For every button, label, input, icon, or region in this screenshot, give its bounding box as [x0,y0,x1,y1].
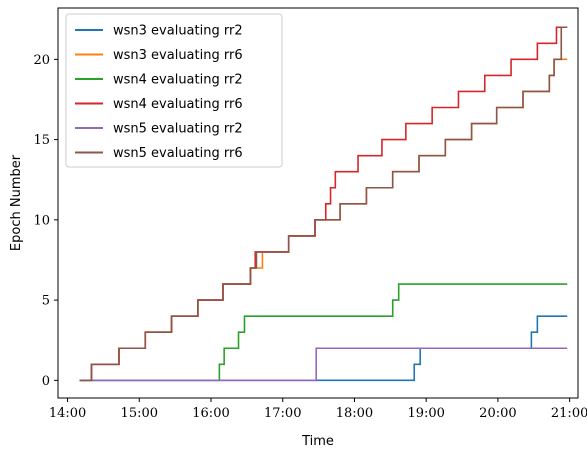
x-tick-label: 20:00 [479,406,516,421]
x-tick-label: 14:00 [49,406,86,421]
y-tick-label: 0 [42,374,50,389]
legend-entry-label: wsn3 evaluating rr6 [113,48,243,63]
y-axis-label: Epoch Number [9,154,24,251]
legend-box [65,13,283,168]
legend-entry-label: wsn4 evaluating rr2 [113,73,243,88]
plot-frame [57,7,579,399]
series-line-6 [79,26,568,382]
x-axis-label: Time [301,434,334,449]
x-tick-label: 19:00 [407,406,444,421]
legend-entry-label: wsn3 evaluating rr2 [113,24,243,39]
series-line-3 [79,283,568,382]
y-tick-label: 10 [33,213,50,228]
x-tick-label: 17:00 [264,406,301,421]
legend-entry-label: wsn5 evaluating rr2 [113,122,243,137]
legend: wsn3 evaluating rr2 wsn3 evaluating rr6 ws… [65,13,283,168]
x-tick-label: 21:00 [551,406,587,421]
x-tick-label: 16:00 [192,406,229,421]
x-tick-label: 18:00 [336,406,373,421]
y-tick-label: 15 [33,133,50,148]
x-tick-label: 15:00 [121,406,158,421]
x-axis-ticks: 14:00 15:00 16:00 17:00 18:00 19:00 20:00 21:00 [49,398,587,421]
series-line-5 [79,347,568,382]
y-tick-label: 20 [33,53,50,68]
y-axis-ticks: 0 5 10 15 20 [33,53,58,389]
y-tick-label: 5 [42,294,50,309]
legend-entry-label: wsn4 evaluating rr6 [113,97,243,112]
series-layer [79,26,568,382]
legend-entry-label: wsn5 evaluating rr6 [113,146,243,161]
